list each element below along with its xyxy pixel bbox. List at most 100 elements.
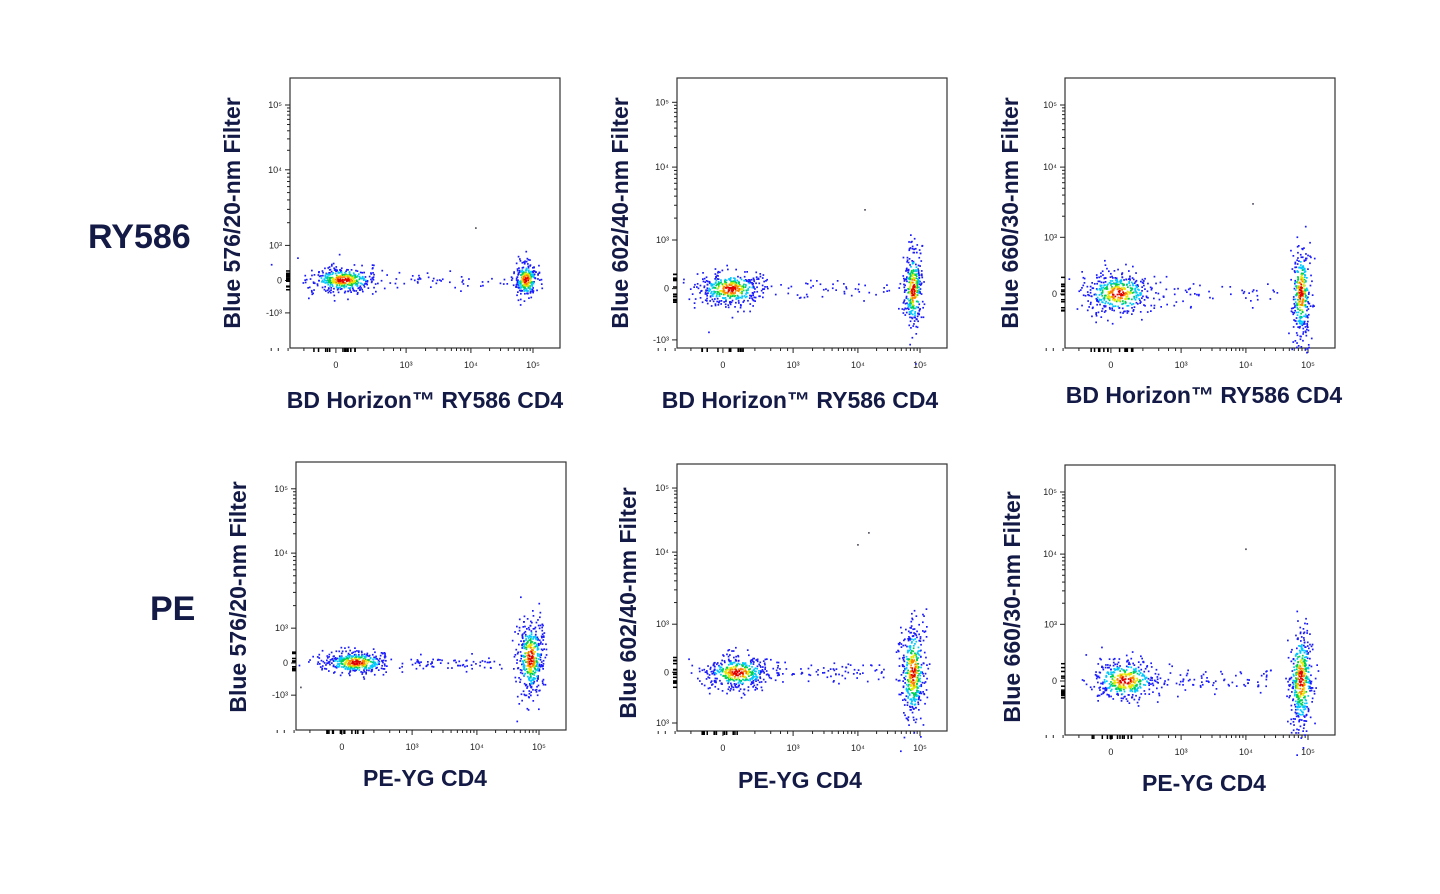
data-point: [1300, 316, 1303, 318]
data-point: [907, 716, 910, 718]
data-point: [347, 282, 350, 285]
data-point: [919, 717, 922, 720]
data-point: [725, 279, 728, 282]
data-point: [913, 719, 915, 721]
data-point: [1116, 284, 1118, 286]
data-point: [470, 664, 473, 666]
data-point: [1298, 303, 1300, 305]
data-point: [727, 676, 729, 679]
data-point: [746, 649, 749, 651]
data-point: [800, 673, 803, 675]
data-point: [742, 289, 745, 292]
data-point: [714, 291, 717, 293]
data-point: [529, 675, 532, 677]
data-point: [1303, 315, 1305, 318]
data-point: [523, 300, 526, 302]
data-point: [763, 662, 766, 665]
data-point: [747, 679, 749, 681]
data-point: [723, 301, 725, 303]
data-point: [321, 270, 324, 272]
data-point: [1301, 310, 1304, 313]
data-point: [532, 700, 535, 702]
data-point: [724, 292, 727, 294]
data-point: [1297, 298, 1299, 301]
data-point: [1097, 700, 1099, 702]
data-point: [733, 285, 736, 288]
data-point: [1132, 672, 1135, 674]
data-point: [325, 281, 328, 284]
data-point: [768, 676, 771, 679]
data-point: [536, 643, 538, 646]
data-point: [368, 669, 370, 672]
data-point: [521, 272, 524, 275]
data-point: [757, 278, 760, 280]
data-point: [724, 293, 727, 296]
data-point: [714, 677, 717, 680]
data-point: [517, 272, 520, 274]
data-point: [703, 285, 706, 288]
data-point: [734, 658, 737, 661]
data-point: [513, 655, 516, 658]
data-point: [454, 286, 456, 289]
data-point: [906, 663, 908, 666]
data-point: [465, 670, 468, 673]
data-point: [526, 277, 529, 279]
data-point: [347, 290, 350, 293]
data-point: [917, 278, 919, 280]
data-point: [749, 678, 752, 680]
data-point: [1301, 292, 1303, 295]
data-point: [322, 274, 324, 277]
data-point: [348, 662, 350, 664]
data-point: [710, 292, 712, 295]
data-point: [733, 666, 735, 668]
data-point: [1125, 301, 1127, 304]
data-point: [524, 643, 527, 645]
data-point: [909, 304, 911, 307]
data-point: [527, 282, 530, 285]
data-point: [1117, 668, 1119, 671]
data-point: [1102, 286, 1105, 289]
data-point: [698, 670, 701, 673]
data-point: [329, 659, 332, 661]
data-point: [432, 658, 434, 661]
data-point: [417, 661, 420, 664]
x-axis-label: BD Horizon™ RY586 CD4: [662, 387, 939, 413]
data-point: [766, 278, 768, 281]
data-point: [344, 278, 347, 281]
data-point: [693, 286, 695, 288]
data-point: [523, 262, 526, 265]
data-point: [1303, 278, 1306, 281]
data-point: [738, 285, 740, 287]
data-point: [529, 265, 531, 267]
data-point: [347, 287, 350, 289]
data-point: [1298, 295, 1300, 297]
data-point: [1104, 284, 1106, 286]
data-point: [714, 273, 717, 275]
data-point: [531, 290, 534, 293]
data-point: [736, 289, 739, 292]
data-point: [709, 666, 712, 669]
data-point: [796, 294, 799, 296]
data-point: [1105, 689, 1108, 692]
data-point: [751, 659, 754, 661]
data-point: [1119, 670, 1121, 672]
data-point: [727, 663, 730, 666]
data-point: [915, 287, 918, 289]
data-point: [1309, 305, 1312, 307]
data-point: [319, 666, 322, 668]
data-point: [731, 674, 733, 676]
data-point: [1124, 298, 1127, 300]
data-point: [361, 271, 364, 274]
data-point: [516, 659, 518, 661]
data-point: [339, 279, 342, 282]
data-point: [521, 271, 523, 273]
data-point: [752, 673, 754, 675]
data-point: [532, 290, 535, 292]
data-point: [413, 279, 416, 282]
data-point: [530, 631, 533, 634]
data-point: [1299, 253, 1302, 256]
data-point: [1109, 308, 1111, 310]
data-point: [348, 279, 350, 281]
data-point: [362, 663, 364, 665]
data-point: [920, 663, 923, 666]
